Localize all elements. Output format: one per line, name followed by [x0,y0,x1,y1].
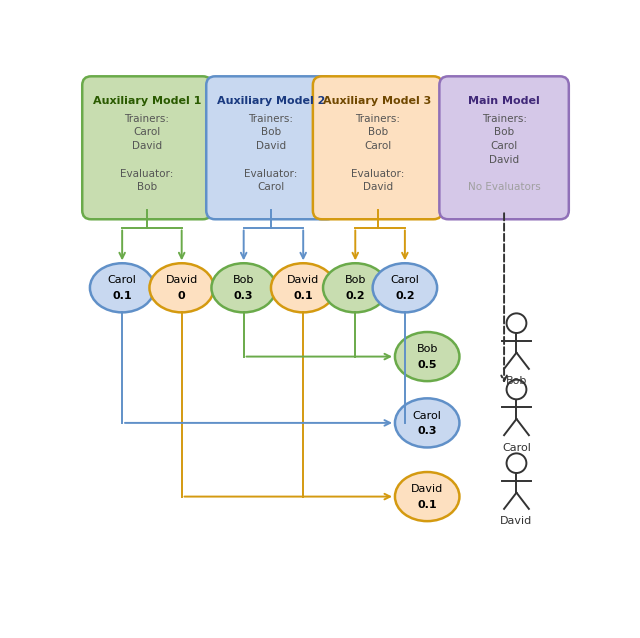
Text: Trainers:: Trainers: [481,114,527,124]
Text: Trainers:: Trainers: [355,114,400,124]
Text: Bob: Bob [233,276,254,285]
Text: Carol: Carol [364,141,391,151]
FancyBboxPatch shape [313,77,442,219]
Text: Auxiliary Model 2: Auxiliary Model 2 [217,96,325,106]
Text: Bob: Bob [261,128,281,137]
Ellipse shape [372,263,437,313]
Text: 0.1: 0.1 [293,292,313,301]
Ellipse shape [271,263,335,313]
Text: David: David [256,141,286,151]
FancyBboxPatch shape [439,77,569,219]
Text: Main Model: Main Model [468,96,540,106]
Text: Bob: Bob [494,128,514,137]
Text: Evaluator:: Evaluator: [351,168,404,179]
Text: 0.5: 0.5 [417,360,437,370]
Ellipse shape [395,332,460,381]
Text: Trainers:: Trainers: [124,114,170,124]
Text: Carol: Carol [257,182,285,193]
Text: 0.1: 0.1 [417,500,437,510]
Ellipse shape [211,263,276,313]
Circle shape [507,380,527,399]
Text: Bob: Bob [367,128,388,137]
Text: Bob: Bob [344,276,366,285]
Ellipse shape [90,263,154,313]
Text: Evaluator:: Evaluator: [244,168,298,179]
Text: 0.2: 0.2 [346,292,365,301]
Text: No Evaluators: No Evaluators [468,182,540,193]
Text: David: David [132,141,162,151]
Text: Bob: Bob [506,376,527,386]
FancyBboxPatch shape [82,77,212,219]
FancyBboxPatch shape [206,77,336,219]
Ellipse shape [395,398,460,447]
Circle shape [507,454,527,473]
Text: David: David [411,484,444,494]
Text: 0: 0 [178,292,186,301]
Text: Evaluator:: Evaluator: [120,168,173,179]
Text: David: David [500,516,532,526]
Text: David: David [166,276,198,285]
Text: Carol: Carol [390,276,419,285]
Text: Auxiliary Model 3: Auxiliary Model 3 [323,96,432,106]
Circle shape [507,313,527,333]
Ellipse shape [395,472,460,521]
Text: Trainers:: Trainers: [248,114,294,124]
Text: 0.2: 0.2 [395,292,415,301]
Text: Carol: Carol [490,141,518,151]
Text: Carol: Carol [133,128,161,137]
Text: Bob: Bob [137,182,157,193]
Text: Carol: Carol [502,443,531,452]
Text: 0.3: 0.3 [417,426,437,436]
Text: David: David [489,155,519,165]
Text: Bob: Bob [417,345,438,354]
Text: 0.1: 0.1 [113,292,132,301]
Text: Carol: Carol [108,276,136,285]
Text: Auxiliary Model 1: Auxiliary Model 1 [93,96,201,106]
Text: David: David [362,182,393,193]
Text: Carol: Carol [413,410,442,420]
Ellipse shape [323,263,388,313]
Ellipse shape [150,263,214,313]
Text: David: David [287,276,319,285]
Text: 0.3: 0.3 [234,292,253,301]
